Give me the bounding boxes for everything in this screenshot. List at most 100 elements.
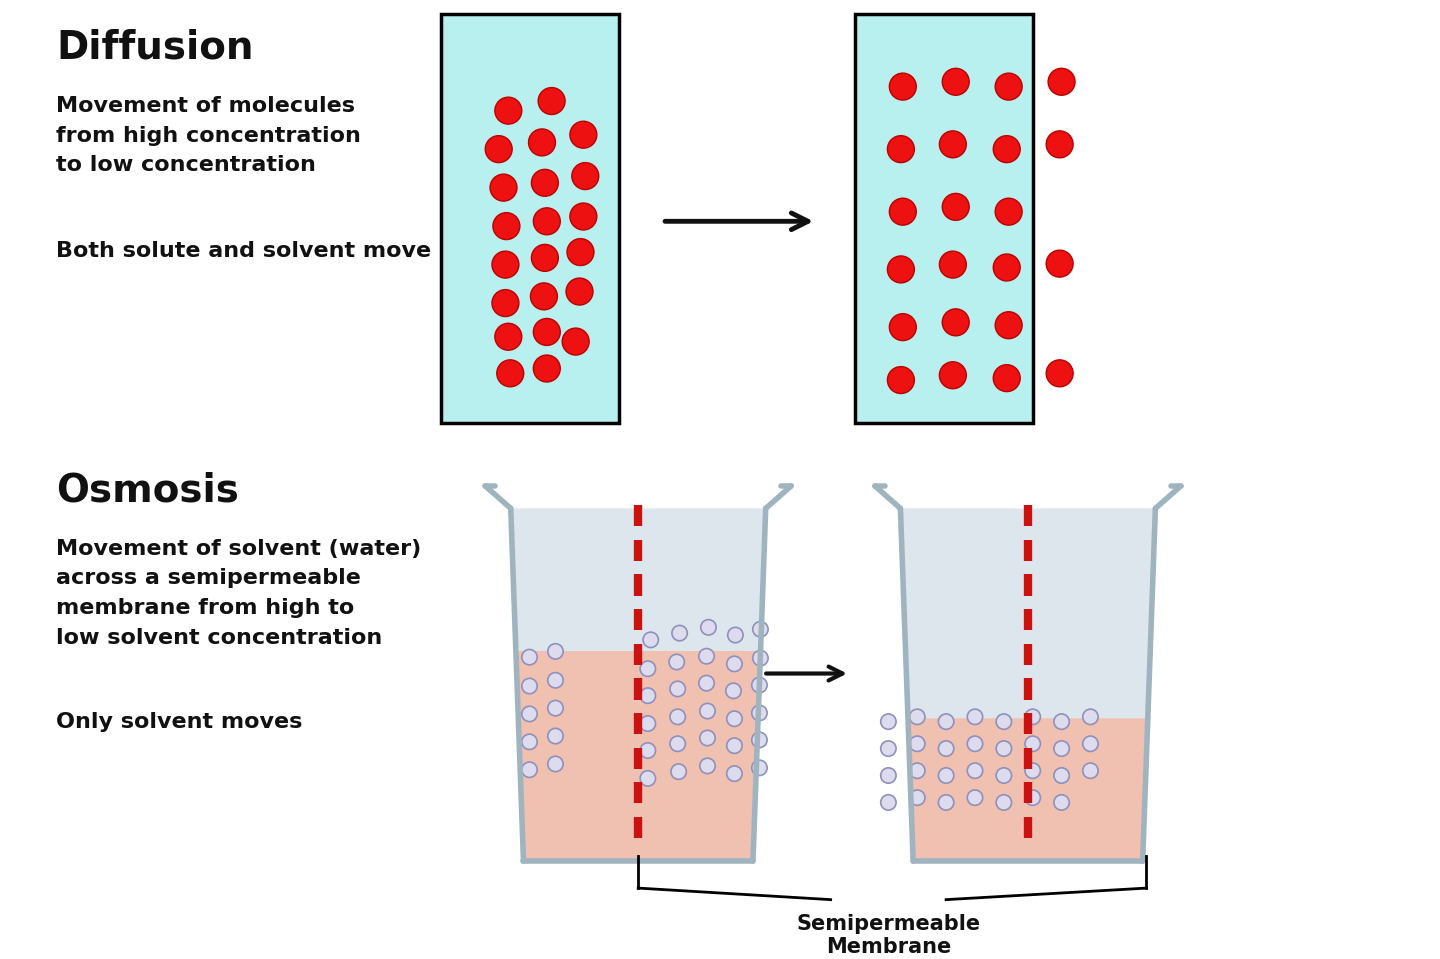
Circle shape (939, 741, 953, 757)
Circle shape (492, 251, 518, 278)
Circle shape (995, 73, 1022, 100)
Circle shape (698, 648, 714, 664)
Text: Diffusion: Diffusion (56, 29, 253, 67)
Circle shape (644, 632, 658, 647)
Bar (855, 14, 1032, 423)
Circle shape (700, 759, 716, 774)
Circle shape (533, 208, 560, 235)
Circle shape (726, 683, 742, 698)
Circle shape (890, 199, 916, 225)
Circle shape (490, 175, 517, 201)
Circle shape (910, 709, 924, 724)
Circle shape (492, 213, 520, 240)
Circle shape (994, 254, 1020, 281)
Circle shape (485, 135, 513, 163)
Circle shape (547, 643, 563, 659)
Circle shape (570, 203, 596, 230)
Circle shape (521, 762, 537, 778)
Circle shape (670, 654, 684, 669)
Text: Semipermeable
Membrane: Semipermeable Membrane (796, 914, 981, 957)
Text: Movement of solvent (water)
across a semipermeable
membrane from high to
low sol: Movement of solvent (water) across a sem… (56, 539, 422, 647)
Circle shape (887, 256, 914, 283)
Circle shape (727, 711, 742, 727)
Circle shape (994, 135, 1020, 163)
Circle shape (1083, 763, 1099, 779)
Circle shape (752, 760, 768, 776)
Circle shape (497, 360, 524, 386)
Circle shape (1025, 737, 1041, 752)
Circle shape (1047, 130, 1073, 158)
Circle shape (752, 677, 768, 692)
Circle shape (727, 656, 742, 671)
Circle shape (752, 733, 768, 748)
Circle shape (996, 741, 1011, 757)
Circle shape (547, 757, 563, 772)
Circle shape (939, 713, 953, 730)
Circle shape (996, 713, 1011, 730)
Circle shape (939, 768, 953, 784)
Circle shape (495, 323, 521, 350)
Circle shape (539, 87, 564, 114)
Polygon shape (511, 508, 766, 861)
Circle shape (1054, 795, 1070, 810)
Polygon shape (516, 651, 760, 861)
Circle shape (881, 713, 896, 730)
Circle shape (492, 290, 518, 316)
Text: Both solute and solvent move: Both solute and solvent move (56, 241, 431, 261)
Circle shape (521, 649, 537, 665)
Circle shape (1054, 741, 1070, 757)
Polygon shape (516, 651, 760, 861)
Circle shape (1083, 737, 1099, 752)
Circle shape (562, 328, 589, 355)
Circle shape (533, 318, 560, 345)
Circle shape (910, 790, 924, 806)
Circle shape (700, 703, 716, 718)
Circle shape (698, 675, 714, 690)
Circle shape (521, 735, 537, 750)
Circle shape (670, 737, 685, 752)
Circle shape (887, 366, 914, 393)
Bar (441, 14, 619, 423)
Circle shape (547, 729, 563, 744)
Circle shape (1054, 713, 1070, 730)
Circle shape (1048, 68, 1076, 95)
Circle shape (1025, 790, 1041, 806)
Circle shape (942, 194, 969, 221)
Circle shape (570, 121, 596, 149)
Circle shape (942, 309, 969, 336)
Circle shape (752, 705, 768, 720)
Circle shape (753, 621, 768, 637)
Circle shape (753, 650, 768, 666)
Circle shape (531, 245, 559, 271)
Circle shape (881, 741, 896, 757)
Circle shape (672, 625, 687, 641)
Circle shape (547, 700, 563, 715)
Circle shape (881, 795, 896, 810)
Circle shape (968, 709, 982, 724)
Circle shape (968, 763, 982, 779)
Circle shape (1047, 250, 1073, 277)
Circle shape (1025, 709, 1041, 724)
Circle shape (1047, 360, 1073, 386)
Circle shape (910, 737, 924, 752)
Circle shape (521, 706, 537, 721)
Polygon shape (900, 508, 1155, 861)
Circle shape (890, 73, 916, 100)
Circle shape (939, 130, 966, 158)
Circle shape (996, 768, 1011, 784)
Circle shape (521, 678, 537, 693)
Bar (441, 14, 619, 423)
Circle shape (727, 627, 743, 643)
Text: Only solvent moves: Only solvent moves (56, 712, 302, 732)
Circle shape (641, 771, 655, 786)
Circle shape (968, 737, 982, 752)
Circle shape (968, 790, 982, 806)
Circle shape (528, 129, 556, 156)
Circle shape (890, 314, 916, 340)
Circle shape (641, 715, 655, 732)
Circle shape (994, 364, 1020, 391)
Circle shape (1054, 768, 1070, 784)
Circle shape (530, 283, 557, 310)
Circle shape (671, 764, 687, 780)
Circle shape (533, 355, 560, 382)
